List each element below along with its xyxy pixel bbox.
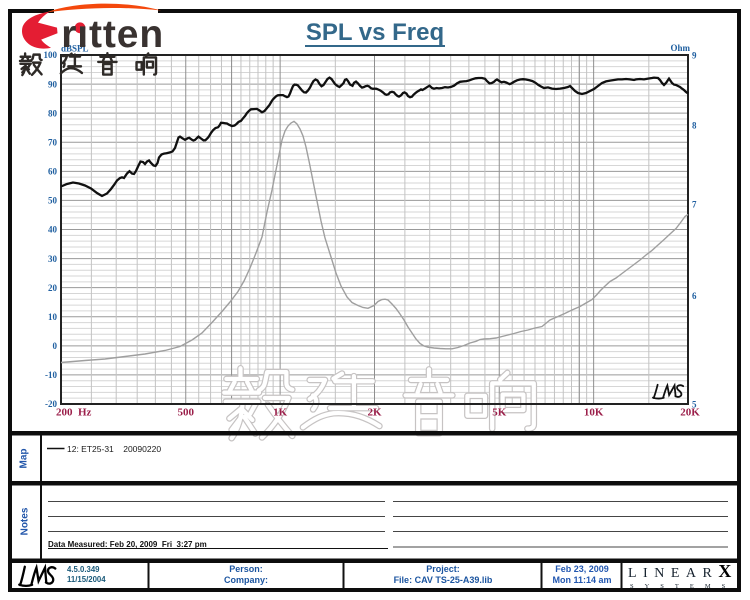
- svg-text:1K: 1K: [273, 407, 288, 419]
- svg-text:0: 0: [53, 341, 58, 351]
- svg-text:20K: 20K: [680, 407, 700, 419]
- svg-text:2K: 2K: [367, 407, 382, 419]
- svg-text:7: 7: [692, 200, 697, 210]
- svg-text:5K: 5K: [492, 407, 507, 419]
- svg-text:10: 10: [48, 312, 58, 322]
- svg-text:80: 80: [48, 108, 58, 118]
- svg-text:dBSPL: dBSPL: [61, 44, 89, 54]
- svg-text:6: 6: [692, 291, 697, 301]
- svg-text:50: 50: [48, 196, 58, 206]
- svg-text:10K: 10K: [584, 407, 604, 419]
- svg-text:60: 60: [48, 167, 58, 177]
- svg-text:Ohm: Ohm: [670, 43, 690, 53]
- svg-text:90: 90: [48, 79, 58, 89]
- svg-text:40: 40: [48, 225, 58, 235]
- svg-text:20: 20: [48, 283, 58, 293]
- svg-text:100: 100: [44, 50, 58, 60]
- svg-text:-10: -10: [45, 370, 57, 380]
- svg-text:30: 30: [48, 254, 58, 264]
- svg-text:200 Hz: 200 Hz: [56, 407, 92, 419]
- svg-text:8: 8: [692, 120, 697, 130]
- svg-text:-20: -20: [45, 399, 57, 409]
- svg-text:500: 500: [178, 407, 195, 419]
- svg-text:5: 5: [692, 400, 697, 410]
- svg-text:70: 70: [48, 137, 58, 147]
- svg-text:9: 9: [692, 51, 697, 61]
